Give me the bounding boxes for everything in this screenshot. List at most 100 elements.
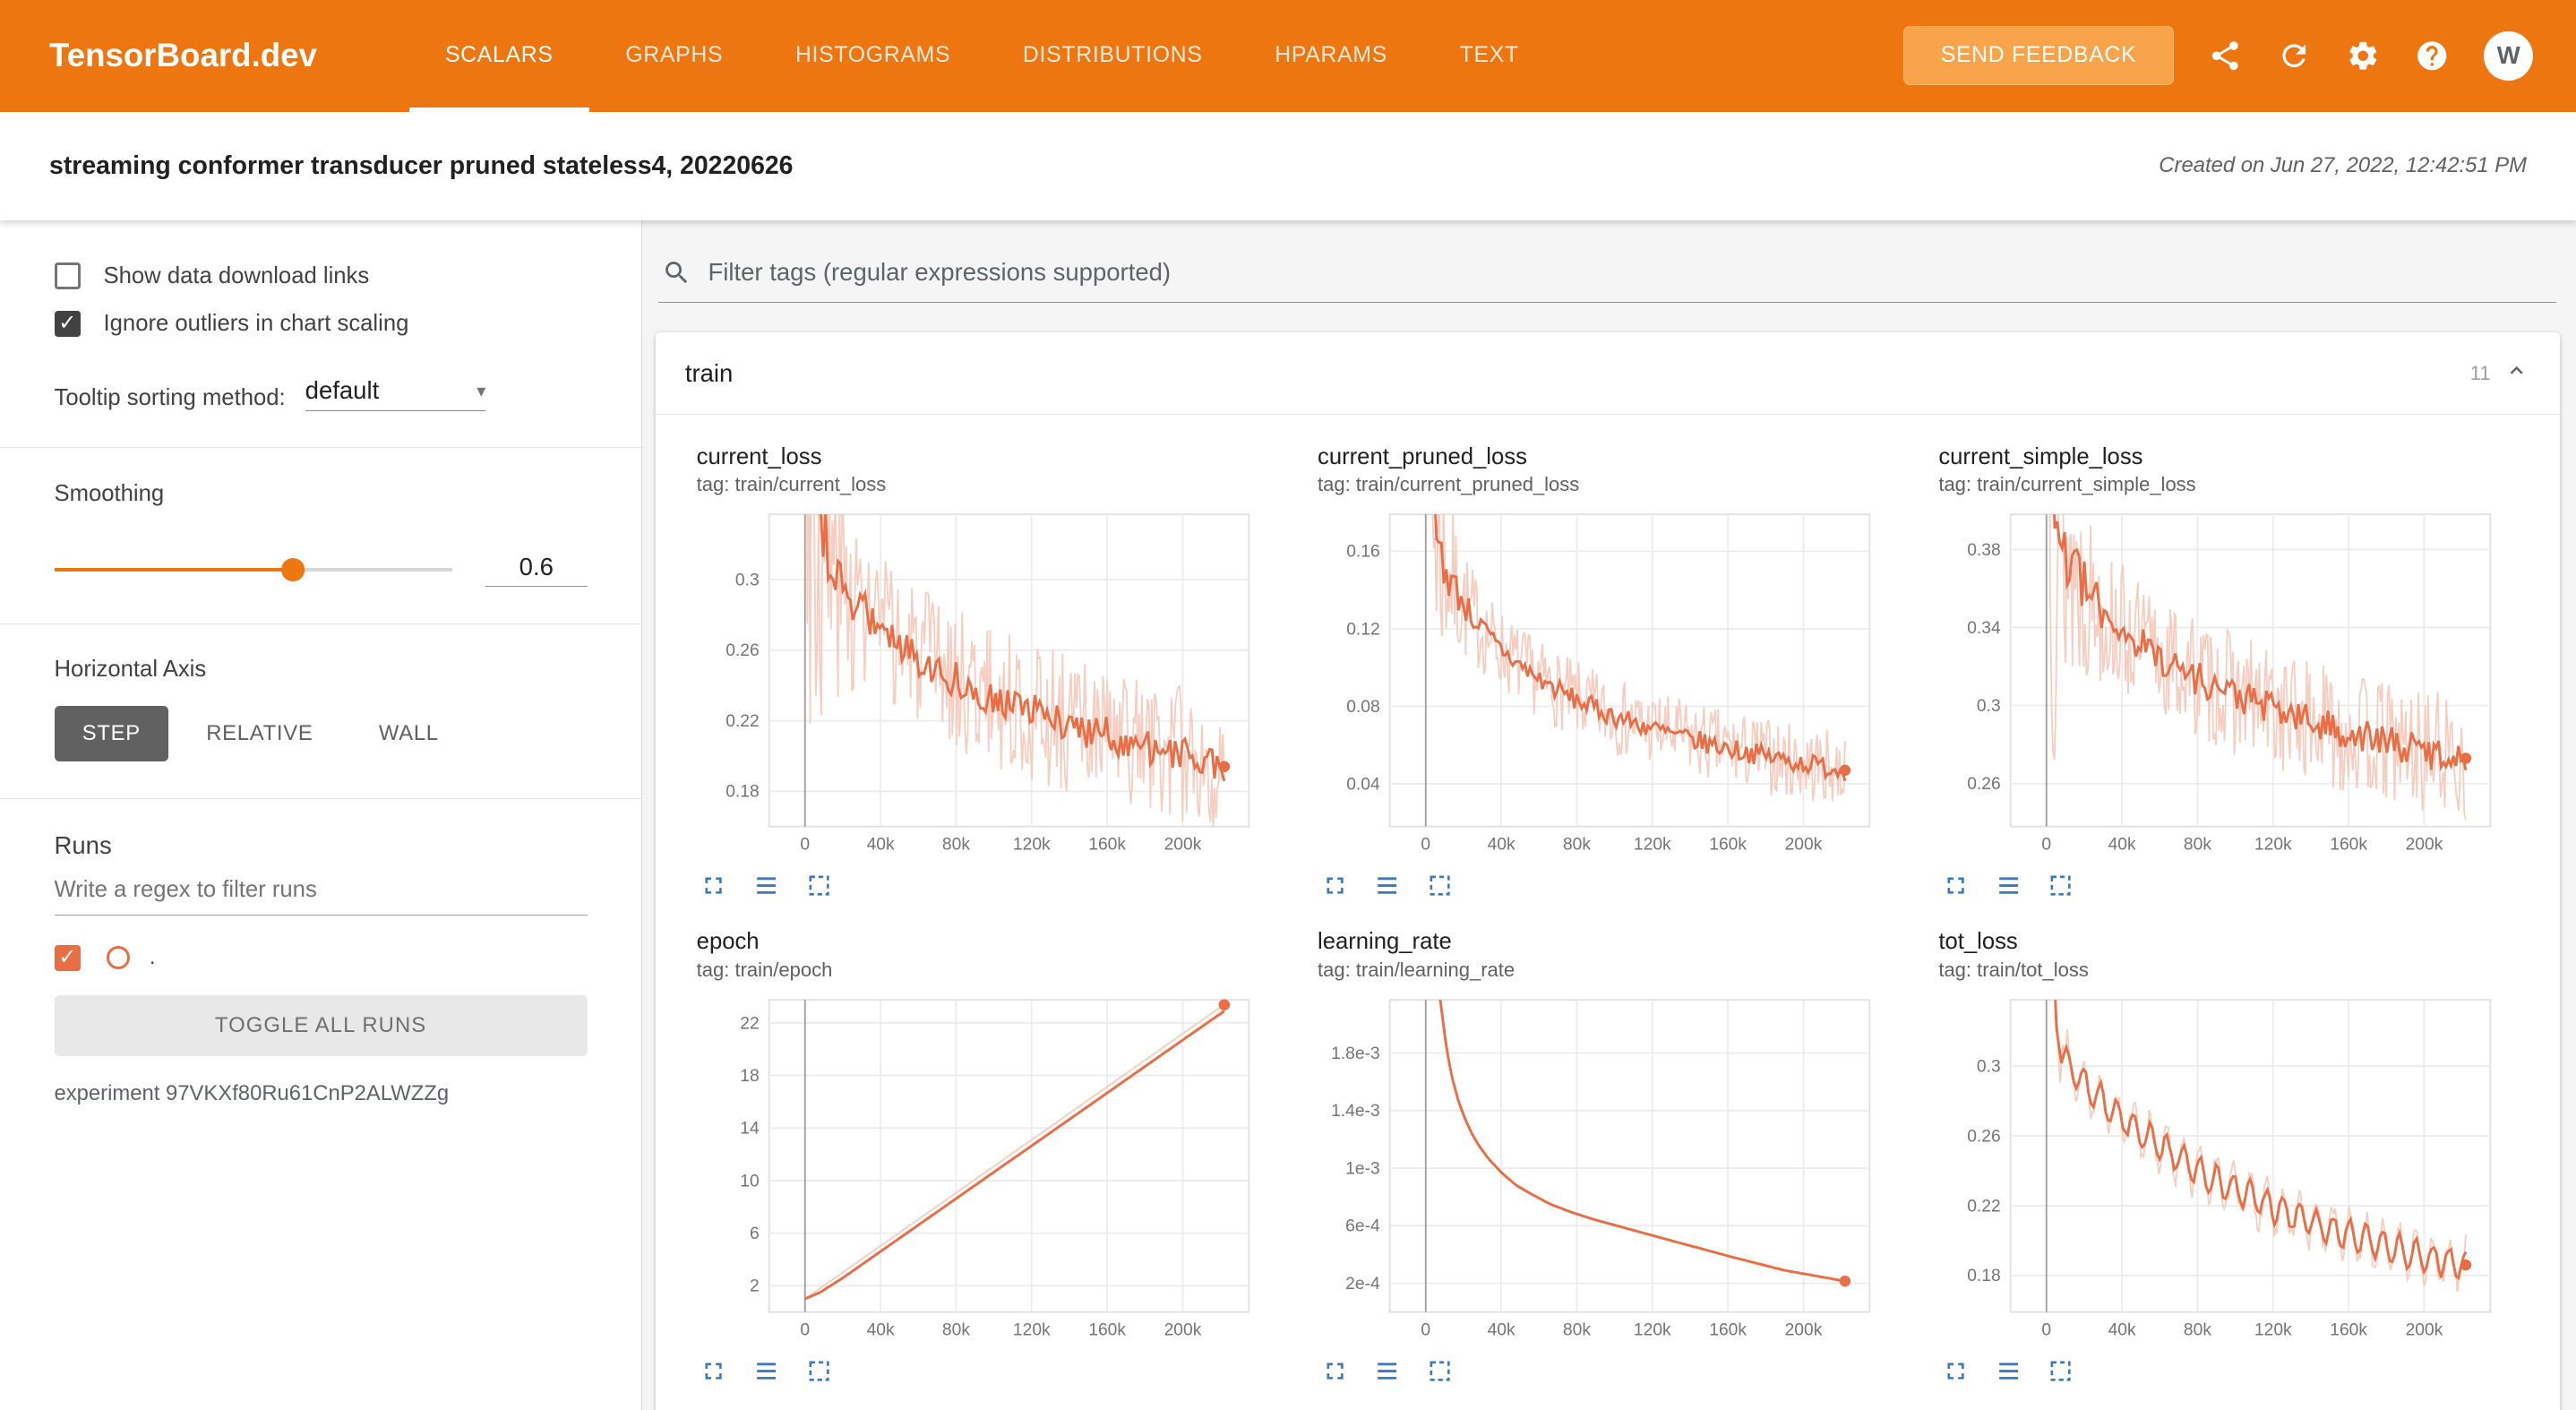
ignore-outliers-checkbox[interactable]: ✓ Ignore outliers in chart scaling [54,310,588,337]
expand-icon[interactable] [700,872,727,899]
log-scale-icon[interactable] [1995,872,2022,899]
expand-icon[interactable] [1321,872,1349,899]
chart-plot[interactable]: 2 6 10 14 18 22 0 40k 80k 120k 160k 200k [697,992,1256,1344]
tab-distributions[interactable]: DISTRIBUTIONS [1022,43,1203,68]
chart-tag: tag: train/current_simple_loss [1938,473,2196,496]
experiment-bar: streaming conformer transducer pruned st… [0,111,2576,220]
svg-text:0.38: 0.38 [1968,541,2001,560]
svg-text:18: 18 [740,1067,759,1086]
svg-text:200k: 200k [2406,836,2443,855]
sidebar-divider [0,623,642,624]
train-section: train 11 current_loss tag: train/current_… [655,332,2560,1410]
chart-title: learning_rate [1318,929,1452,955]
svg-text:0: 0 [2042,1320,2052,1339]
log-scale-icon[interactable] [752,1357,780,1385]
chart-tag: tag: train/current_loss [696,473,887,496]
chart-plot[interactable]: 0.18 0.22 0.26 0.3 0 40k 80k 120k 160k 200k [1938,992,2497,1344]
svg-text:0.34: 0.34 [1968,619,2002,638]
svg-text:0.26: 0.26 [726,642,759,661]
log-scale-icon[interactable] [752,872,780,899]
chart-plot[interactable]: 2e-4 6e-4 1e-3 1.4e-3 1.8e-3 0 40k 80k 120k 160k 2… [1318,992,1876,1344]
svg-text:0.22: 0.22 [1968,1197,2001,1216]
relative-button[interactable]: RELATIVE [178,706,341,761]
filter-tags-input[interactable] [708,258,2554,288]
tab-hparams[interactable]: HPARAMS [1275,43,1387,68]
fit-domain-icon[interactable] [2047,1357,2074,1385]
chart-toolbar [1942,1357,2533,1385]
refresh-icon[interactable] [2277,39,2312,73]
svg-text:120k: 120k [1013,836,1051,855]
svg-text:0: 0 [800,836,810,855]
chart-card-epoch: epoch tag: train/epoch 2 6 10 14 18 22 0 40k 80k 12… [683,916,1304,1385]
settings-sidebar: Show data download links ✓ Ignore outlie… [0,219,643,1410]
chart-plot[interactable]: 0.18 0.22 0.26 0.3 0 40k 80k 120k 160k 200k [697,506,1256,858]
runs-label: Runs [54,831,112,860]
svg-text:160k: 160k [1709,1320,1747,1339]
chart-title: epoch [696,929,760,955]
chart-tag: tag: train/epoch [696,959,833,982]
wall-button[interactable]: WALL [351,706,467,761]
runs-filter-input[interactable] [54,864,588,916]
send-feedback-button[interactable]: SEND FEEDBACK [1903,26,2174,86]
svg-text:160k: 160k [1088,836,1126,855]
chart-toolbar [700,1357,1291,1385]
tooltip-sorting-value: default [305,376,380,404]
svg-text:120k: 120k [1634,836,1671,855]
svg-text:40k: 40k [2108,1320,2136,1339]
chevron-up-icon[interactable] [2503,357,2529,389]
toggle-all-runs-button[interactable]: TOGGLE ALL RUNS [54,995,588,1057]
settings-icon[interactable] [2346,39,2381,73]
tab-histograms[interactable]: HISTOGRAMS [794,43,951,68]
smoothing-value[interactable]: 0.6 [485,553,588,588]
svg-text:6e-4: 6e-4 [1345,1217,1380,1236]
svg-text:80k: 80k [942,1320,970,1339]
chart-card-current_pruned_loss: current_pruned_loss tag: train/current_pr… [1304,431,1925,899]
svg-text:2e-4: 2e-4 [1345,1275,1380,1294]
run-checkbox-checked-icon[interactable]: ✓ [54,944,81,971]
chart-card-learning_rate: learning_rate tag: train/learning_rate 2e-… [1304,916,1925,1385]
svg-text:80k: 80k [2184,836,2211,855]
svg-text:160k: 160k [2331,836,2368,855]
smoothing-label: Smoothing [54,480,165,506]
fit-domain-icon[interactable] [805,1357,833,1385]
chart-toolbar [1321,1357,1912,1385]
smoothing-slider[interactable] [54,558,453,581]
expand-icon[interactable] [1321,1357,1349,1385]
tab-text[interactable]: TEXT [1459,43,1519,68]
log-scale-icon[interactable] [1373,1357,1401,1385]
tab-scalars[interactable]: SCALARS [408,0,589,112]
slider-thumb[interactable] [281,558,305,581]
log-scale-icon[interactable] [1373,872,1401,899]
fit-domain-icon[interactable] [2047,872,2074,899]
share-icon[interactable] [2208,39,2243,73]
tooltip-sorting-select[interactable]: default ▾ [305,376,486,411]
app-logo[interactable]: TensorBoard.dev [49,37,317,74]
show-download-links-checkbox[interactable]: Show data download links [54,262,588,289]
sidebar-divider [0,446,642,448]
filter-tags-row [658,250,2556,304]
fit-domain-icon[interactable] [805,872,833,899]
run-color-swatch [107,946,130,970]
fit-domain-icon[interactable] [1426,872,1454,899]
help-icon[interactable] [2415,39,2450,73]
expand-icon[interactable] [1942,1357,1970,1385]
tooltip-sorting-label: Tooltip sorting method: [54,384,286,410]
tab-graphs[interactable]: GRAPHS [625,43,724,68]
avatar[interactable]: W [2484,30,2534,81]
fit-domain-icon[interactable] [1426,1357,1454,1385]
chart-plot[interactable]: 0.04 0.08 0.12 0.16 0 40k 80k 120k 160k 200k [1318,506,1876,858]
run-row[interactable]: ✓ . [54,944,588,971]
chart-plot[interactable]: 0.26 0.3 0.34 0.38 0 40k 80k 120k 160k 200k [1938,506,2497,858]
expand-icon[interactable] [700,1357,727,1385]
expand-icon[interactable] [1942,872,1970,899]
svg-text:160k: 160k [1709,836,1747,855]
svg-text:14: 14 [740,1120,760,1139]
step-button[interactable]: STEP [54,706,169,762]
svg-text:0.04: 0.04 [1346,776,1380,795]
svg-text:80k: 80k [2184,1320,2211,1339]
svg-text:120k: 120k [2254,1320,2292,1339]
svg-text:0.26: 0.26 [1968,1128,2001,1147]
log-scale-icon[interactable] [1995,1357,2022,1385]
train-section-header[interactable]: train 11 [655,332,2560,415]
svg-text:80k: 80k [1563,836,1591,855]
